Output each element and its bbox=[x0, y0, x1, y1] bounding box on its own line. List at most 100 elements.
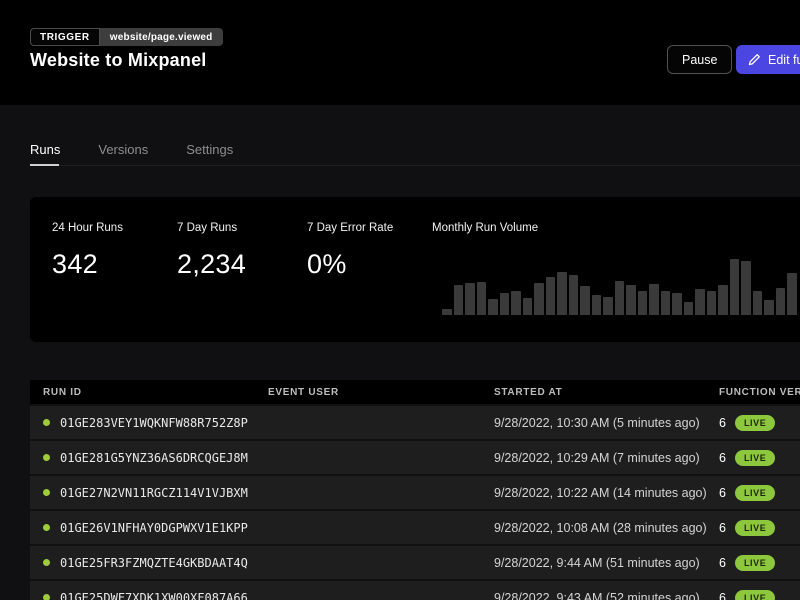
pause-button-label: Pause bbox=[682, 52, 718, 67]
function-version-cell: 6 LIVE bbox=[719, 414, 800, 431]
runs-table: Run ID Event User Started At Function Ve… bbox=[30, 380, 800, 600]
active-tab-underline bbox=[30, 164, 59, 166]
chart-title: Monthly Run Volume bbox=[432, 222, 539, 234]
run-status-dot-icon bbox=[43, 594, 50, 600]
run-status-dot-icon bbox=[43, 559, 50, 566]
volume-bar bbox=[545, 277, 555, 315]
function-version-cell: 6 LIVE bbox=[719, 484, 800, 501]
stat-label: 24 Hour Runs bbox=[52, 222, 123, 234]
monthly-run-volume-chart bbox=[442, 259, 797, 315]
volume-bar bbox=[499, 293, 509, 315]
started-at-cell: 9/28/2022, 10:22 AM (14 minutes ago) bbox=[494, 485, 707, 500]
live-status-badge: LIVE bbox=[734, 554, 776, 571]
trigger-label-badge: TRIGGER bbox=[30, 28, 100, 46]
edit-function-label: Edit function bbox=[768, 52, 800, 67]
run-status-dot-icon bbox=[43, 419, 50, 426]
volume-bar bbox=[741, 261, 751, 315]
started-at-cell: 9/28/2022, 9:44 AM (51 minutes ago) bbox=[494, 555, 700, 570]
run-id: 01GE25DWF7XDK1XW00XF087A66 bbox=[60, 590, 248, 600]
run-id-cell: 01GE25DWF7XDK1XW00XF087A66 bbox=[43, 591, 268, 600]
run-status-dot-icon bbox=[43, 489, 50, 496]
volume-bar bbox=[706, 291, 716, 315]
column-header-run-id: Run ID bbox=[43, 386, 82, 398]
table-row[interactable]: 01GE25DWF7XDK1XW00XF087A66 9/28/2022, 9:… bbox=[30, 581, 800, 600]
table-row[interactable]: 01GE26V1NFHAY0DGPWXV1E1KPP 9/28/2022, 10… bbox=[30, 511, 800, 544]
volume-bar bbox=[522, 298, 532, 315]
trigger-badge-group: TRIGGER website/page.viewed bbox=[30, 28, 223, 46]
started-at-cell: 9/28/2022, 10:08 AM (28 minutes ago) bbox=[494, 520, 707, 535]
column-header-started-at: Started At bbox=[494, 386, 563, 398]
table-row[interactable]: 01GE25FR3FZMQZTE4GKBDAAT4Q 9/28/2022, 9:… bbox=[30, 546, 800, 579]
volume-bar bbox=[683, 302, 693, 315]
volume-bar bbox=[557, 272, 567, 315]
version-number: 6 bbox=[719, 520, 726, 535]
volume-bar bbox=[626, 285, 636, 315]
live-status-badge: LIVE bbox=[734, 414, 776, 431]
tab-runs[interactable]: Runs bbox=[30, 142, 61, 157]
live-status-badge: LIVE bbox=[734, 484, 776, 501]
function-version-cell: 6 LIVE bbox=[719, 554, 800, 571]
volume-bar bbox=[649, 284, 659, 315]
pencil-icon bbox=[748, 53, 761, 66]
tab-bar: Runs Versions Settings bbox=[30, 142, 233, 172]
volume-bar bbox=[764, 300, 774, 315]
volume-bar bbox=[637, 291, 647, 315]
version-number: 6 bbox=[719, 555, 726, 570]
volume-bar bbox=[442, 309, 452, 315]
stat-label: 7 Day Error Rate bbox=[307, 222, 394, 234]
version-number: 6 bbox=[719, 415, 726, 430]
volume-bar bbox=[672, 293, 682, 315]
run-id: 01GE281G5YNZ36AS6DRCQGEJ8M bbox=[60, 450, 248, 465]
trigger-event-badge[interactable]: website/page.viewed bbox=[99, 28, 223, 46]
volume-bar bbox=[660, 291, 670, 315]
function-version-cell: 6 LIVE bbox=[719, 449, 800, 466]
volume-bar bbox=[465, 283, 475, 315]
started-at-cell: 9/28/2022, 9:43 AM (52 minutes ago) bbox=[494, 590, 700, 600]
run-id-cell: 01GE281G5YNZ36AS6DRCQGEJ8M bbox=[43, 451, 268, 465]
volume-bar bbox=[580, 286, 590, 315]
pause-button[interactable]: Pause bbox=[667, 45, 733, 74]
live-status-badge: LIVE bbox=[734, 519, 776, 536]
table-row[interactable]: 01GE281G5YNZ36AS6DRCQGEJ8M 9/28/2022, 10… bbox=[30, 441, 800, 474]
volume-bar bbox=[695, 289, 705, 315]
tab-settings[interactable]: Settings bbox=[186, 142, 234, 157]
tab-versions[interactable]: Versions bbox=[98, 142, 149, 157]
volume-bar bbox=[476, 282, 486, 315]
volume-bar bbox=[568, 275, 578, 315]
volume-bar bbox=[534, 283, 544, 315]
volume-bar bbox=[591, 295, 601, 315]
function-version-cell: 6 LIVE bbox=[719, 519, 800, 536]
run-id: 01GE283VEY1WQKNFW88R752Z8P bbox=[60, 415, 248, 430]
page-title: Website to Mixpanel bbox=[30, 50, 207, 70]
volume-bar bbox=[718, 285, 728, 315]
volume-bar bbox=[453, 285, 463, 315]
column-header-event-user: Event User bbox=[268, 386, 339, 398]
volume-bar bbox=[511, 291, 521, 315]
volume-bar bbox=[752, 291, 762, 315]
volume-bar bbox=[488, 299, 498, 315]
stat-label: 7 Day Runs bbox=[177, 222, 238, 234]
run-status-dot-icon bbox=[43, 454, 50, 461]
stats-card: 24 Hour Runs 342 7 Day Runs 2,234 7 Day … bbox=[30, 197, 800, 342]
table-body: 01GE283VEY1WQKNFW88R752Z8P 9/28/2022, 10… bbox=[30, 406, 800, 600]
stat-value: 0% bbox=[307, 249, 347, 279]
live-status-badge: LIVE bbox=[734, 449, 776, 466]
table-row[interactable]: 01GE283VEY1WQKNFW88R752Z8P 9/28/2022, 10… bbox=[30, 406, 800, 439]
run-id-cell: 01GE27N2VN11RGCZ114V1VJBXM bbox=[43, 486, 268, 500]
column-header-function-version: Function Version bbox=[719, 386, 800, 398]
stat-value: 2,234 bbox=[177, 249, 247, 279]
edit-function-button[interactable]: Edit function bbox=[736, 45, 800, 74]
started-at-cell: 9/28/2022, 10:29 AM (7 minutes ago) bbox=[494, 450, 700, 465]
run-status-dot-icon bbox=[43, 524, 50, 531]
stat-value: 342 bbox=[52, 249, 98, 279]
run-id: 01GE27N2VN11RGCZ114V1VJBXM bbox=[60, 485, 248, 500]
run-id-cell: 01GE25FR3FZMQZTE4GKBDAAT4Q bbox=[43, 556, 268, 570]
run-id: 01GE26V1NFHAY0DGPWXV1E1KPP bbox=[60, 520, 248, 535]
table-row[interactable]: 01GE27N2VN11RGCZ114V1VJBXM 9/28/2022, 10… bbox=[30, 476, 800, 509]
run-id: 01GE25FR3FZMQZTE4GKBDAAT4Q bbox=[60, 555, 248, 570]
volume-bar bbox=[787, 273, 797, 315]
live-status-badge: LIVE bbox=[734, 589, 776, 600]
volume-bar bbox=[729, 259, 739, 315]
version-number: 6 bbox=[719, 485, 726, 500]
run-id-cell: 01GE26V1NFHAY0DGPWXV1E1KPP bbox=[43, 521, 268, 535]
